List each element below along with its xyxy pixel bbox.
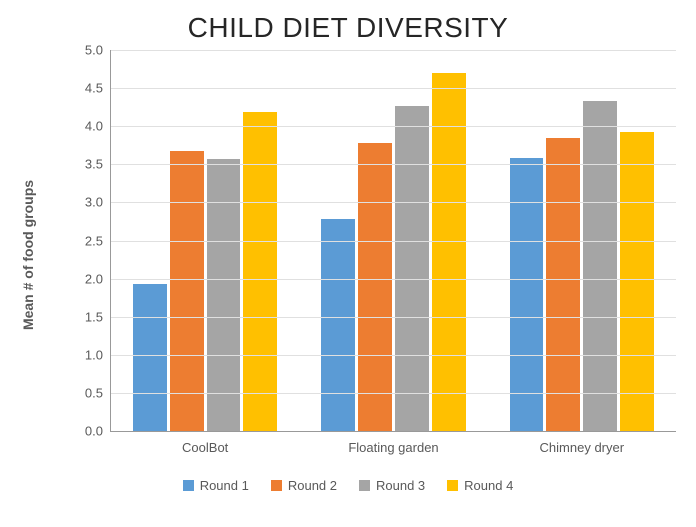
y-tick-label: 1.0 [85,347,103,362]
bar [358,143,392,431]
grid-line [111,393,676,394]
y-tick-label: 2.0 [85,271,103,286]
grid-line [111,88,676,89]
category-label: Chimney dryer [540,440,625,455]
bar [510,158,544,431]
y-tick-label: 0.0 [85,424,103,439]
grid-line [111,126,676,127]
legend-swatch [183,480,194,491]
category-label: CoolBot [182,440,228,455]
y-tick-label: 4.0 [85,119,103,134]
chart-container: CHILD DIET DIVERSITY Mean # of food grou… [0,0,696,527]
y-tick-label: 5.0 [85,43,103,58]
grid-line [111,164,676,165]
legend-label: Round 1 [200,478,249,493]
y-tick-label: 2.5 [85,233,103,248]
y-tick-label: 1.5 [85,309,103,324]
legend-item: Round 4 [447,478,513,493]
legend-swatch [271,480,282,491]
grid-line [111,50,676,51]
legend-swatch [447,480,458,491]
legend-item: Round 2 [271,478,337,493]
legend-label: Round 2 [288,478,337,493]
y-tick-label: 4.5 [85,81,103,96]
legend-swatch [359,480,370,491]
legend-label: Round 3 [376,478,425,493]
grid-line [111,279,676,280]
bar [546,138,580,431]
grid-line [111,241,676,242]
bar [133,284,167,431]
bar [620,132,654,431]
legend-item: Round 3 [359,478,425,493]
bar [321,219,355,431]
category-label: Floating garden [348,440,438,455]
plot-area: CoolBotFloating gardenChimney dryer 0.00… [110,50,676,432]
y-tick-label: 0.5 [85,385,103,400]
legend-item: Round 1 [183,478,249,493]
bar [207,159,241,431]
legend: Round 1 Round 2 Round 3 Round 4 [20,478,676,493]
grid-line [111,355,676,356]
chart-area: Mean # of food groups CoolBotFloating ga… [48,50,676,460]
bar [583,101,617,431]
grid-line [111,202,676,203]
bar [243,112,277,431]
grid-line [111,317,676,318]
bar [170,151,204,431]
bar [395,106,429,431]
chart-title: CHILD DIET DIVERSITY [20,12,676,44]
y-tick-label: 3.5 [85,157,103,172]
y-tick-label: 3.0 [85,195,103,210]
y-axis-label: Mean # of food groups [20,180,36,330]
legend-label: Round 4 [464,478,513,493]
